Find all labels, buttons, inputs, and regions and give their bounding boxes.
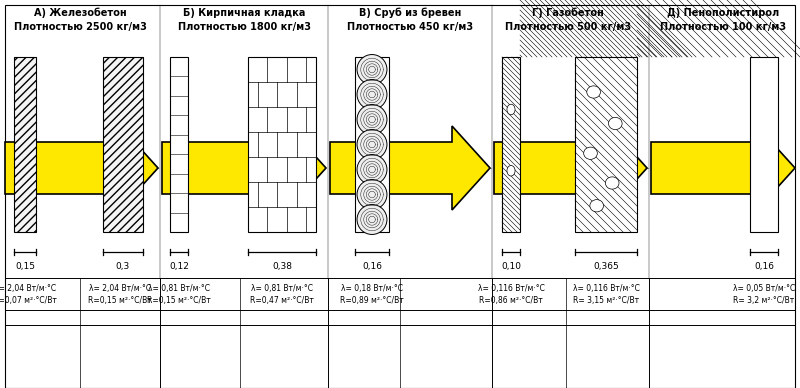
Ellipse shape [609, 118, 622, 130]
Polygon shape [330, 126, 490, 210]
Text: 0,10: 0,10 [501, 262, 521, 271]
Text: λ= 0,05 Вт/м·°С: λ= 0,05 Вт/м·°С [733, 284, 795, 293]
Bar [170, 57, 188, 232]
Circle shape [357, 80, 387, 109]
Text: 0,15: 0,15 [15, 262, 35, 271]
Text: λ= 0,81 Вт/м·°С: λ= 0,81 Вт/м·°С [148, 284, 210, 293]
Polygon shape [162, 126, 326, 210]
Text: R=0,07 м²·°С/Вт: R=0,07 м²·°С/Вт [0, 296, 57, 305]
Text: 0,365: 0,365 [593, 262, 619, 271]
Text: R=0,47 м²·°С/Вт: R=0,47 м²·°С/Вт [250, 296, 314, 305]
Text: Плотностью 450 кг/м3: Плотностью 450 кг/м3 [347, 22, 473, 32]
Text: Плотностью 1800 кг/м3: Плотностью 1800 кг/м3 [178, 22, 310, 32]
Ellipse shape [590, 199, 603, 212]
Text: 0,12: 0,12 [169, 262, 189, 271]
Circle shape [357, 55, 387, 85]
Polygon shape [651, 126, 795, 210]
Text: R=0,15 м²·°С/Вт: R=0,15 м²·°С/Вт [88, 296, 152, 305]
Circle shape [357, 130, 387, 159]
Text: R=0,89 м²·°С/Вт: R=0,89 м²·°С/Вт [340, 296, 404, 305]
Ellipse shape [606, 177, 619, 189]
Text: λ= 2,04 Вт/м·°С: λ= 2,04 Вт/м·°С [89, 284, 151, 293]
Bar [575, 57, 637, 232]
Ellipse shape [584, 147, 598, 159]
Text: Плотностью 100 кг/м3: Плотностью 100 кг/м3 [660, 22, 786, 32]
Text: 0,16: 0,16 [362, 262, 382, 271]
Bar [355, 57, 389, 232]
Text: λ= 0,116 Вт/м·°С: λ= 0,116 Вт/м·°С [478, 284, 545, 293]
Text: Г) Газобетон: Г) Газобетон [532, 8, 604, 19]
Polygon shape [5, 126, 158, 210]
Text: Плотностью 2500 кг/м3: Плотностью 2500 кг/м3 [14, 22, 146, 32]
Ellipse shape [507, 104, 515, 115]
Text: R=0,86 м²·°С/Вт: R=0,86 м²·°С/Вт [479, 296, 543, 305]
Bar [248, 57, 316, 232]
Bar [575, 57, 637, 232]
Text: А) Железобетон: А) Железобетон [34, 8, 126, 19]
Text: В) Сруб из бревен: В) Сруб из бревен [359, 8, 461, 19]
Text: R= 3,2 м²·°С/Вт: R= 3,2 м²·°С/Вт [734, 296, 794, 305]
Text: λ= 0,81 Вт/м·°С: λ= 0,81 Вт/м·°С [251, 284, 313, 293]
Text: R=0,15 м²·°С/Вт: R=0,15 м²·°С/Вт [147, 296, 211, 305]
Text: 0,3: 0,3 [116, 262, 130, 271]
Text: Плотностью 500 кг/м3: Плотностью 500 кг/м3 [505, 22, 631, 32]
Ellipse shape [586, 86, 601, 98]
Text: 0,38: 0,38 [272, 262, 292, 271]
Circle shape [357, 104, 387, 135]
Text: Д) Пенополистирол: Д) Пенополистирол [667, 8, 779, 18]
Ellipse shape [507, 166, 515, 176]
Circle shape [357, 180, 387, 210]
Circle shape [357, 154, 387, 184]
Bar [750, 57, 778, 232]
Text: R= 3,15 м²·°С/Вт: R= 3,15 м²·°С/Вт [573, 296, 639, 305]
Circle shape [357, 204, 387, 234]
Text: λ= 0,18 Вт/м·°С: λ= 0,18 Вт/м·°С [341, 284, 403, 293]
Text: 0,16: 0,16 [754, 262, 774, 271]
Text: Б) Кирпичная кладка: Б) Кирпичная кладка [183, 8, 305, 18]
Polygon shape [494, 126, 647, 210]
Bar [14, 57, 36, 232]
Bar [502, 57, 520, 232]
Bar [502, 57, 520, 232]
Bar [103, 57, 143, 232]
Text: λ= 0,116 Вт/м·°С: λ= 0,116 Вт/м·°С [573, 284, 639, 293]
Text: λ= 2,04 Вт/м·°С: λ= 2,04 Вт/м·°С [0, 284, 56, 293]
